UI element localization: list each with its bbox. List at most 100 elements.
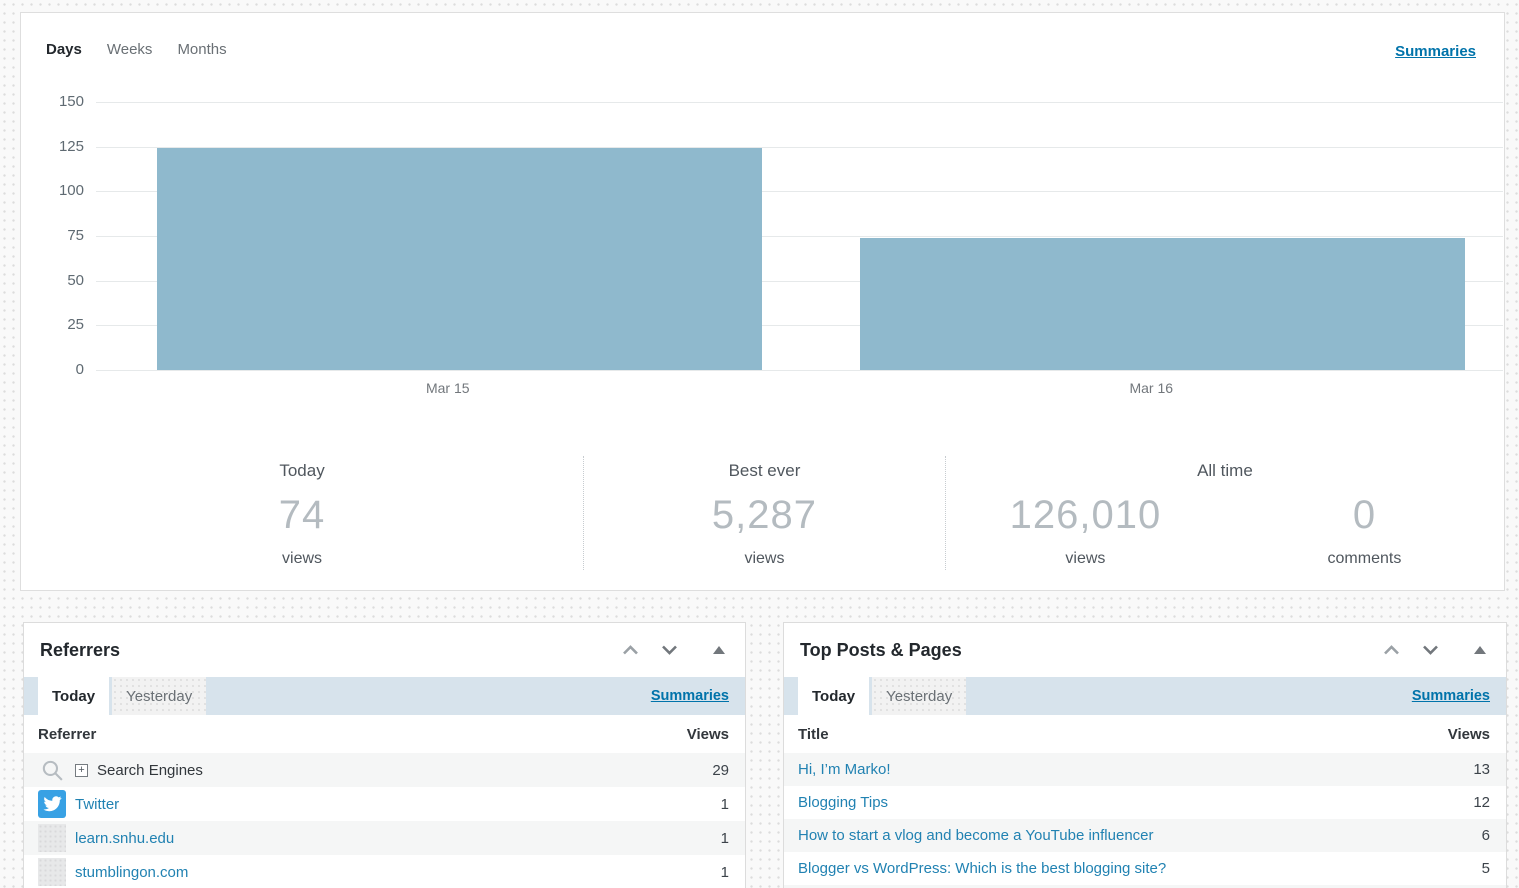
gridline: [96, 325, 1503, 327]
views-column-header: Views: [686, 725, 729, 743]
post-views: 12: [1473, 794, 1490, 811]
y-tick: 50: [67, 271, 84, 289]
top-posts-table-header: Title Views: [784, 715, 1506, 753]
top-posts-title: Top Posts & Pages: [800, 639, 962, 660]
referrer-link[interactable]: stumblingon.com: [75, 863, 189, 881]
referrer-link[interactable]: learn.snhu.edu: [75, 829, 175, 847]
referrer-views: 1: [720, 795, 729, 813]
referrers-table-header: Referrer Views: [24, 715, 745, 753]
referrer-row-stumblingon-com: stumblingon.com 1: [24, 855, 745, 888]
partial-next-row: [784, 885, 1506, 888]
top-posts-summaries-link[interactable]: Summaries: [1411, 688, 1490, 704]
views-column-header: Views: [1447, 725, 1490, 743]
chart-period-tabs: Days Weeks Months: [46, 41, 227, 58]
post-row: Blogging Tips 12: [784, 786, 1506, 819]
referrers-tab-yesterday[interactable]: Yesterday: [112, 677, 207, 715]
post-link[interactable]: Blogging Tips: [798, 794, 889, 811]
referrers-tab-today[interactable]: Today: [38, 677, 110, 715]
search-icon: [38, 756, 66, 784]
gridline: [96, 280, 1503, 282]
gridline: [96, 191, 1503, 193]
stat-today-unit: views: [282, 550, 323, 567]
post-link[interactable]: Blogger vs WordPress: Which is the best …: [798, 860, 1167, 877]
stat-all-time-comments: 0 comments: [1225, 481, 1504, 568]
top-posts-panel: Top Posts & Pages Today Yesterday Summar…: [783, 622, 1507, 888]
placeholder-favicon-icon: [38, 824, 66, 852]
stat-all-time-comments-unit: comments: [1327, 550, 1402, 567]
views-bar-mar-16[interactable]: [860, 237, 1465, 370]
post-views: 13: [1473, 761, 1490, 778]
referrer-row-search-engines: + Search Engines 29: [24, 753, 745, 787]
y-tick: 125: [58, 137, 84, 155]
referrers-tab-bar: Today Yesterday Summaries: [24, 677, 745, 715]
stat-best-ever-unit: views: [744, 550, 785, 567]
post-link[interactable]: How to start a vlog and become a YouTube…: [798, 827, 1154, 844]
bar-slot-mar-15: Mar 15: [96, 102, 800, 396]
top-posts-panel-header: Top Posts & Pages: [784, 623, 1506, 677]
referrer-column-header: Referrer: [38, 725, 97, 743]
tab-weeks[interactable]: Weeks: [106, 41, 153, 58]
bar-slot-mar-16: Mar 16: [800, 102, 1504, 396]
stat-best-ever-value: 5,287: [711, 493, 818, 537]
top-posts-tab-bar: Today Yesterday Summaries: [784, 677, 1506, 715]
post-views: 6: [1481, 827, 1490, 844]
summary-stats-row: Today 74 views Best ever 5,287 views All…: [21, 456, 1504, 570]
stat-best-ever: Best ever 5,287 views: [583, 456, 945, 570]
title-column-header: Title: [798, 725, 829, 743]
move-up-icon[interactable]: [1382, 643, 1401, 657]
x-tick-mar-16: Mar 16: [1129, 380, 1174, 396]
stat-all-time-comments-value: 0: [1352, 493, 1377, 537]
post-row: Hi, I’m Marko! 13: [784, 753, 1506, 786]
referrers-panel-controls: [621, 643, 725, 657]
top-posts-tab-today[interactable]: Today: [798, 677, 870, 715]
referrer-views: 1: [720, 863, 729, 881]
move-up-icon[interactable]: [621, 643, 640, 657]
stat-today-label: Today: [279, 461, 325, 480]
top-posts-panel-controls: [1382, 643, 1486, 657]
post-row: Blogger vs WordPress: Which is the best …: [784, 852, 1506, 885]
move-down-icon[interactable]: [1421, 643, 1440, 657]
y-tick: 25: [67, 316, 84, 334]
referrer-views: 1: [720, 829, 729, 847]
referrer-link[interactable]: Twitter: [75, 795, 120, 813]
collapse-panel-icon[interactable]: [713, 646, 725, 654]
placeholder-favicon-icon: [38, 858, 66, 886]
y-tick: 0: [75, 361, 84, 378]
y-tick: 150: [58, 93, 84, 110]
stat-all-time: All time 126,010 views 0 comments: [944, 456, 1504, 570]
x-tick-mar-15: Mar 15: [425, 380, 470, 396]
views-bar-mar-15[interactable]: [156, 148, 762, 370]
y-tick: 100: [58, 182, 84, 200]
post-views: 5: [1481, 860, 1490, 877]
views-bar-chart: 150 125 100 75 50 25 0 Mar 15 Mar 16: [59, 93, 1504, 396]
gridline: [96, 146, 1503, 148]
post-row: How to start a vlog and become a YouTube…: [784, 819, 1506, 852]
tab-months[interactable]: Months: [177, 41, 227, 58]
y-tick: 75: [67, 227, 84, 244]
referrers-panel-header: Referrers: [24, 623, 745, 677]
chart-summaries-link[interactable]: Summaries: [1395, 43, 1476, 60]
move-down-icon[interactable]: [660, 643, 679, 657]
gridline: [96, 370, 1503, 371]
stat-all-time-views-unit: views: [1065, 550, 1106, 567]
post-link[interactable]: Hi, I’m Marko!: [798, 761, 891, 778]
gridline: [96, 236, 1503, 237]
tab-days[interactable]: Days: [46, 41, 82, 58]
referrer-row-learn-snhu-edu: learn.snhu.edu 1: [24, 821, 745, 855]
stats-chart-card: Days Weeks Months Summaries 150 125 100 …: [20, 12, 1505, 591]
referrers-title: Referrers: [40, 639, 121, 660]
top-posts-tab-yesterday[interactable]: Yesterday: [872, 677, 967, 715]
stat-best-ever-label: Best ever: [728, 461, 801, 480]
twitter-icon: [38, 790, 66, 818]
referrer-views: 29: [712, 761, 729, 779]
stat-today: Today 74 views: [21, 456, 583, 570]
stat-all-time-label: All time: [1197, 461, 1253, 480]
referrers-summaries-link[interactable]: Summaries: [650, 688, 729, 704]
referrer-row-twitter: Twitter 1: [24, 787, 745, 821]
referrers-panel: Referrers Today Yesterday Summaries Refe…: [23, 622, 746, 888]
gridline: [96, 102, 1503, 103]
expand-group-icon[interactable]: +: [75, 763, 88, 777]
referrer-group-label[interactable]: Search Engines: [97, 761, 203, 779]
collapse-panel-icon[interactable]: [1474, 646, 1486, 654]
stat-all-time-views-value: 126,010: [1009, 493, 1162, 537]
